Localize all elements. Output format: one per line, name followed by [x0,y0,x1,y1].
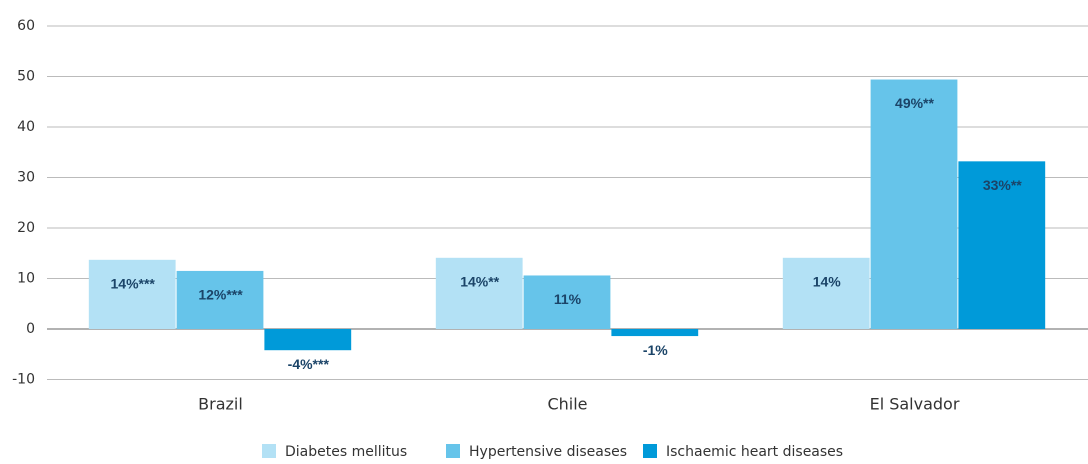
y-tick-label: 40 [17,119,35,135]
y-tick-label: 50 [17,69,35,85]
legend-swatch [446,444,460,458]
bar [88,259,176,329]
legend-swatch [643,444,657,458]
y-tick-label: 0 [26,321,35,337]
y-tick-label: 20 [17,220,35,236]
bar [435,257,523,329]
bar [264,329,352,351]
y-tick-label: -10 [12,372,35,388]
y-tick-label: 10 [17,271,35,287]
legend-swatch [262,444,276,458]
bar [523,275,611,329]
bar [176,270,264,329]
bar [611,329,699,337]
x-tick-label: Brazil [198,395,243,414]
legend-label: Ischaemic heart diseases [666,444,843,460]
value-label: 33%** [983,177,1022,193]
bar [782,257,870,329]
value-label: 11% [554,291,582,307]
value-label: 14% [813,273,842,289]
legend-label: Diabetes mellitus [285,444,407,460]
y-tick-label: 30 [17,170,35,186]
value-label: 49%** [895,95,934,111]
value-label: -1% [643,342,668,358]
bar [958,161,1046,329]
value-label: 14%** [460,273,499,289]
value-label: 12%*** [198,287,243,303]
x-tick-label: El Salvador [870,395,960,414]
y-tick-label: 60 [17,18,35,34]
value-label: 14%*** [111,276,156,292]
legend-label: Hypertensive diseases [469,444,627,460]
value-label: -4%*** [288,356,330,372]
x-tick-label: Chile [547,395,587,414]
bar [870,79,958,329]
